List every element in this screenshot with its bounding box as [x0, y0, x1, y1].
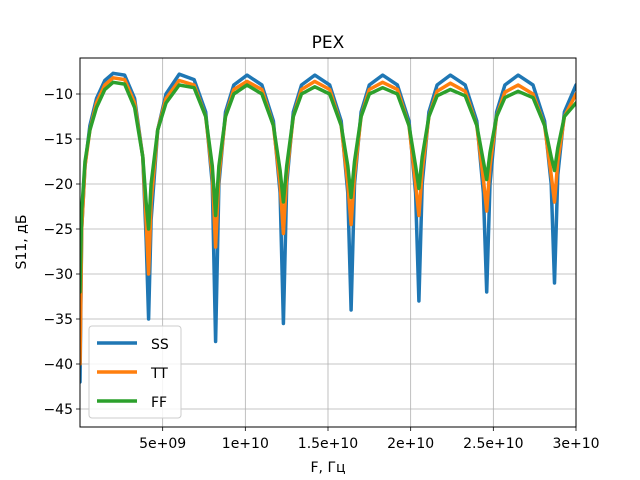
legend-label-ss: SS	[151, 337, 169, 353]
y-tick-label: −20	[43, 177, 73, 193]
x-tick-label: 5e+09	[139, 436, 186, 452]
y-tick-label: −40	[43, 357, 73, 373]
legend-label-ff: FF	[151, 395, 167, 411]
chart-title: РЕХ	[312, 33, 345, 53]
y-tick-label: −35	[43, 312, 73, 328]
legend-label-tt: TT	[150, 366, 168, 382]
y-tick-label: −25	[43, 222, 73, 238]
x-axis: 5e+09 1e+10 1.5e+10 2e+10 2.5e+10 3e+10	[139, 427, 600, 452]
y-axis-label: S11, дБ	[14, 215, 30, 270]
series-layer	[80, 71, 576, 384]
x-axis-label: F, Гц	[310, 460, 345, 476]
series-line-ff	[80, 80, 576, 294]
legend: SS TT FF	[88, 325, 182, 419]
y-tick-label: −45	[43, 402, 73, 418]
y-tick-label: −10	[43, 87, 73, 103]
x-tick-label: 3e+10	[552, 436, 599, 452]
x-tick-label: 2e+10	[387, 436, 434, 452]
series-line-tt	[80, 76, 576, 366]
y-tick-label: −15	[43, 132, 73, 148]
x-tick-label: 2.5e+10	[463, 436, 523, 452]
y-axis: −10 −15 −20 −25 −30 −35 −40 −45	[43, 87, 80, 418]
y-tick-label: −30	[43, 267, 73, 283]
x-tick-label: 1e+10	[222, 436, 269, 452]
x-tick-label: 1.5e+10	[298, 436, 358, 452]
